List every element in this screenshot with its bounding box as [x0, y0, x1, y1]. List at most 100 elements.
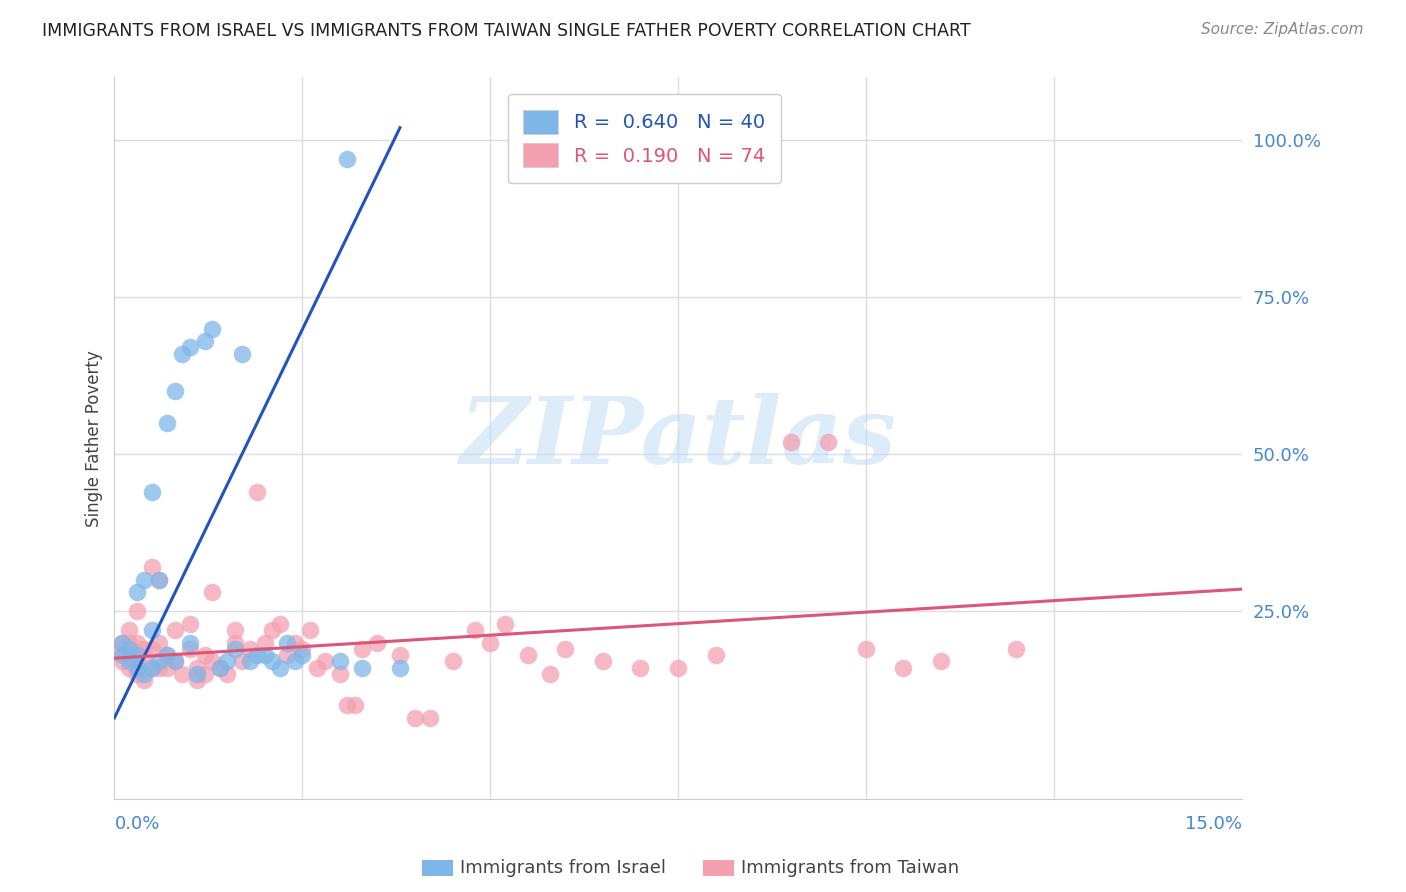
- Point: [125, 604, 148, 618]
- Point: [170, 347, 193, 361]
- Point: [262, 654, 284, 668]
- Point: [538, 666, 561, 681]
- Point: [111, 635, 134, 649]
- Point: [231, 654, 253, 668]
- Point: [262, 623, 284, 637]
- Point: [314, 654, 336, 668]
- Point: [134, 654, 156, 668]
- Point: [111, 648, 134, 662]
- Y-axis label: Single Father Poverty: Single Father Poverty: [86, 350, 103, 527]
- Point: [494, 616, 516, 631]
- Text: ZIPatlas: ZIPatlas: [460, 393, 897, 483]
- Point: [125, 635, 148, 649]
- Point: [118, 623, 141, 637]
- Point: [201, 585, 224, 599]
- Point: [163, 623, 186, 637]
- Point: [404, 711, 426, 725]
- Point: [125, 654, 148, 668]
- Point: [855, 641, 877, 656]
- Point: [269, 616, 291, 631]
- Point: [352, 641, 374, 656]
- Point: [276, 648, 298, 662]
- Point: [148, 573, 170, 587]
- Point: [118, 635, 141, 649]
- Point: [217, 654, 239, 668]
- Text: IMMIGRANTS FROM ISRAEL VS IMMIGRANTS FROM TAIWAN SINGLE FATHER POVERTY CORRELATI: IMMIGRANTS FROM ISRAEL VS IMMIGRANTS FRO…: [42, 22, 970, 40]
- Point: [141, 484, 163, 499]
- Text: Immigrants from Israel: Immigrants from Israel: [460, 859, 666, 877]
- Point: [217, 666, 239, 681]
- Point: [224, 623, 246, 637]
- Point: [246, 484, 269, 499]
- Point: [194, 648, 217, 662]
- Point: [224, 635, 246, 649]
- Point: [141, 623, 163, 637]
- Point: [111, 641, 134, 656]
- Point: [336, 698, 359, 713]
- Point: [186, 666, 208, 681]
- Point: [134, 666, 156, 681]
- Point: [388, 648, 411, 662]
- Point: [366, 635, 388, 649]
- Point: [246, 648, 269, 662]
- Point: [186, 660, 208, 674]
- Point: [111, 654, 134, 668]
- Point: [118, 648, 141, 662]
- Point: [134, 573, 156, 587]
- Point: [125, 660, 148, 674]
- Point: [224, 641, 246, 656]
- Point: [141, 641, 163, 656]
- Point: [179, 340, 201, 354]
- Point: [179, 635, 201, 649]
- Point: [156, 648, 179, 662]
- Point: [186, 673, 208, 688]
- Point: [336, 152, 359, 166]
- Point: [893, 660, 915, 674]
- Point: [148, 654, 170, 668]
- Point: [284, 654, 307, 668]
- Point: [666, 660, 689, 674]
- Point: [253, 635, 276, 649]
- Point: [156, 660, 179, 674]
- Point: [141, 660, 163, 674]
- Point: [419, 711, 441, 725]
- Point: [817, 434, 839, 449]
- Point: [163, 654, 186, 668]
- Point: [179, 641, 201, 656]
- Point: [141, 660, 163, 674]
- Text: Immigrants from Taiwan: Immigrants from Taiwan: [741, 859, 959, 877]
- Point: [516, 648, 538, 662]
- Point: [704, 648, 727, 662]
- Point: [156, 416, 179, 430]
- Text: 0.0%: 0.0%: [114, 815, 160, 833]
- Point: [118, 660, 141, 674]
- Point: [239, 641, 262, 656]
- Point: [276, 635, 298, 649]
- Point: [1005, 641, 1028, 656]
- Point: [208, 660, 231, 674]
- Point: [118, 641, 141, 656]
- Point: [329, 666, 352, 681]
- Point: [253, 648, 276, 662]
- Point: [156, 648, 179, 662]
- Point: [134, 641, 156, 656]
- Point: [194, 666, 217, 681]
- Point: [170, 666, 193, 681]
- Point: [141, 560, 163, 574]
- Point: [148, 573, 170, 587]
- Point: [194, 334, 217, 348]
- Point: [284, 635, 307, 649]
- Point: [352, 660, 374, 674]
- Point: [125, 648, 148, 662]
- Text: Source: ZipAtlas.com: Source: ZipAtlas.com: [1201, 22, 1364, 37]
- Point: [231, 347, 253, 361]
- Point: [343, 698, 366, 713]
- Point: [628, 660, 651, 674]
- Point: [111, 635, 134, 649]
- Point: [179, 616, 201, 631]
- Point: [239, 654, 262, 668]
- Point: [201, 654, 224, 668]
- Point: [291, 641, 314, 656]
- Point: [201, 321, 224, 335]
- Point: [163, 654, 186, 668]
